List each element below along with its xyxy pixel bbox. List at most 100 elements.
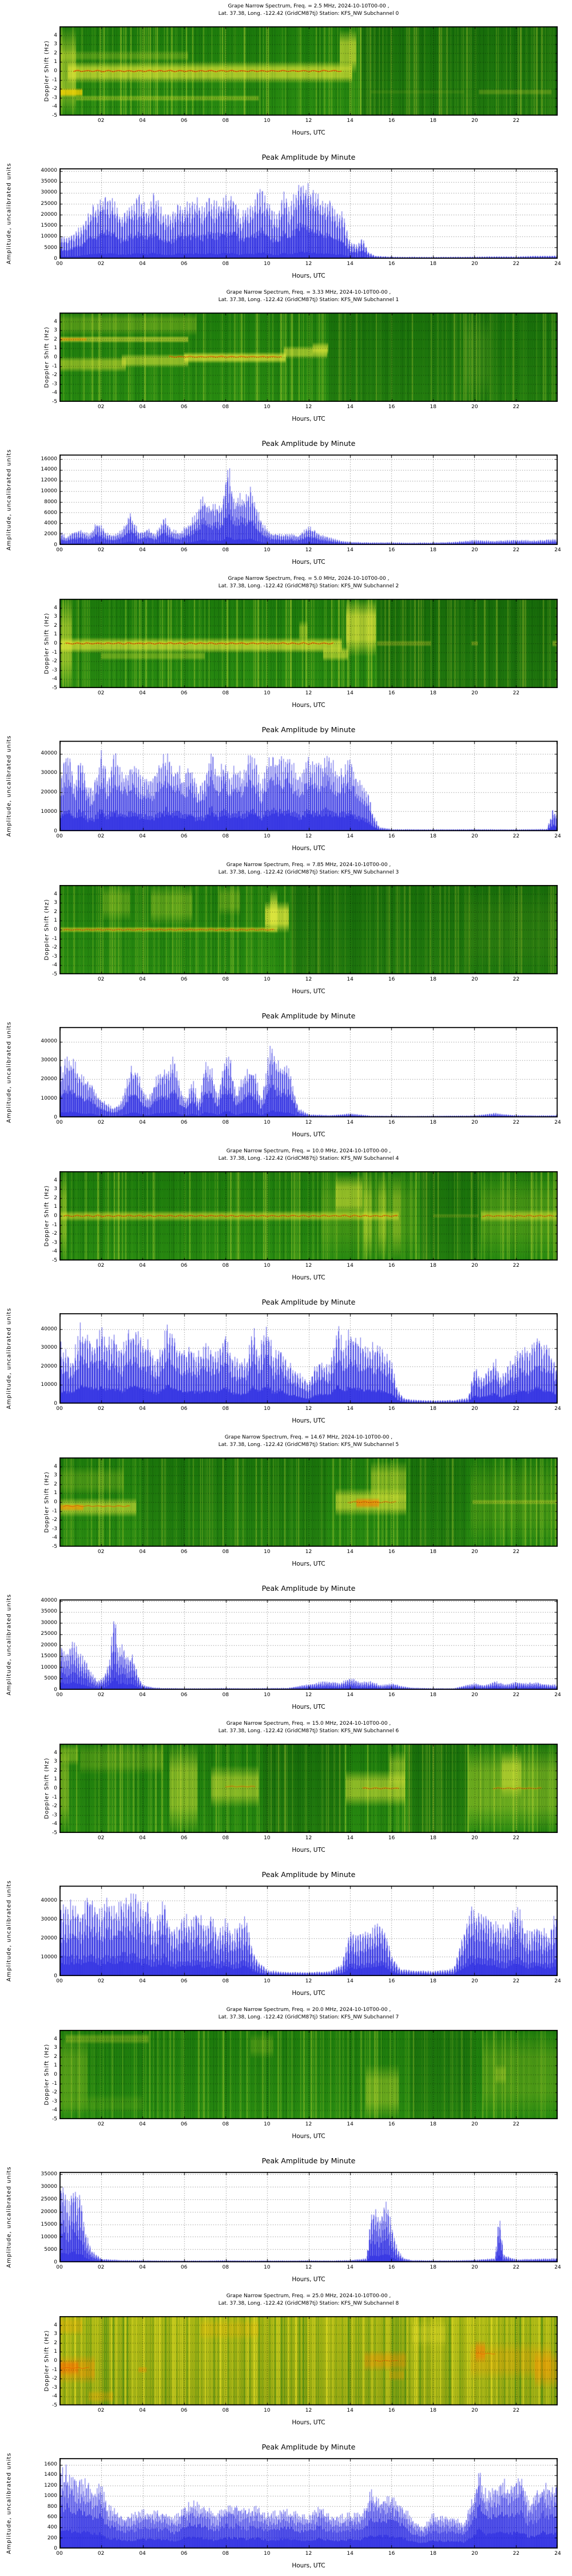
bar-xtick-label: 12 <box>305 261 312 267</box>
bar-xtick-label: 24 <box>554 833 561 839</box>
bar-xtick-label: 06 <box>181 2265 188 2270</box>
bar-xtick-label: 24 <box>554 261 561 267</box>
spectrogram-ytick-label: 0 <box>54 927 57 933</box>
spectrogram-ytick-label: -5 <box>52 971 57 977</box>
spectrogram-xtick-label: 20 <box>471 1263 478 1269</box>
spectrogram-xtick-label: 04 <box>139 977 146 982</box>
spectrogram-ytick-label: 2 <box>54 1767 57 1773</box>
spectrogram-ytick-label: 1 <box>54 2063 57 2069</box>
bar-xtick-label: 02 <box>97 1978 105 1984</box>
spectrogram-ytick-label: -4 <box>52 2107 57 2113</box>
bar-xtick-label: 04 <box>139 547 146 553</box>
bar-ytick-label: 10000 <box>41 1095 57 1101</box>
spectrogram-ytick-label: -1 <box>52 2080 57 2087</box>
spectrogram-title-line2: Lat. 37.38, Long. -122.42 (GridCM87tj) S… <box>218 1442 399 1448</box>
bar-xtick-label: 14 <box>347 1978 353 1984</box>
bar-xtick-label: 22 <box>513 547 520 553</box>
spectrogram-canvas <box>59 2316 558 2405</box>
spectrogram-title-line2: Lat. 37.38, Long. -122.42 (GridCM87tj) S… <box>218 583 399 589</box>
spectrogram-xtick-label: 06 <box>181 2121 188 2127</box>
bar-xtick-label: 18 <box>430 1692 436 1698</box>
spectrogram-xtick-label: 10 <box>264 977 271 982</box>
spectrogram-xtick-label: 06 <box>181 118 188 124</box>
bar-xtick-label: 04 <box>139 833 146 839</box>
channel-pair-block: Grape Narrow Spectrum, Freq. = 3.33 MHz,… <box>0 286 572 572</box>
spectrogram-xtick-label: 10 <box>264 690 271 696</box>
spectrogram-xtick-label: 16 <box>388 404 395 410</box>
bar-ytick-label: 20000 <box>41 1076 57 1082</box>
bar-xtick-label: 02 <box>97 2265 105 2270</box>
channel-pair-block: Grape Narrow Spectrum, Freq. = 20.0 MHz,… <box>0 2004 572 2290</box>
spectrogram-ytick-label: 4 <box>54 32 57 38</box>
spectrogram-xtick-label: 14 <box>347 2121 353 2127</box>
bar-ytick-label: 20000 <box>41 1642 57 1648</box>
channel-pair-block: Grape Narrow Spectrum, Freq. = 14.67 MHz… <box>0 1431 572 1717</box>
bar-ytick-label: 30000 <box>41 189 57 196</box>
bar-ytick-label: 0 <box>54 828 57 834</box>
spectrogram-ytick-label: -2 <box>52 945 57 951</box>
bar-ytick-label: 30000 <box>41 1345 57 1351</box>
spectrogram-ytick-label: 2 <box>54 50 57 56</box>
bar-xtick-label: 16 <box>388 1406 395 1412</box>
spectrogram-ytick-label: -2 <box>52 1803 57 1809</box>
bar-xtick-label: 04 <box>139 2265 146 2270</box>
bar-xtick-label: 10 <box>264 1978 271 1984</box>
spectrogram-xtick-label: 02 <box>97 690 105 696</box>
peak-amplitude-canvas <box>59 168 558 259</box>
spectrogram-ytick-label: 2 <box>54 622 57 629</box>
spectrogram-ytick-label: 3 <box>54 41 57 48</box>
bar-chart-title: Peak Amplitude by Minute <box>261 1298 356 1306</box>
spectrogram-ytick-label: -2 <box>52 372 57 378</box>
spectrogram-ytick-label: -2 <box>52 658 57 665</box>
bar-chart-title: Peak Amplitude by Minute <box>261 1870 356 1879</box>
spectrogram-ytick-label: 0 <box>54 1785 57 1791</box>
spectrogram-xtick-label: 14 <box>347 1835 353 1841</box>
bar-ytick-label: 20000 <box>41 2208 57 2215</box>
peak-amplitude-canvas <box>59 2172 558 2262</box>
bar-ytick-label: 1000 <box>44 2493 57 2499</box>
spectrogram-ytick-label: 0 <box>54 68 57 74</box>
bar-xtick-label: 08 <box>222 2551 229 2557</box>
bar-xtick-label: 08 <box>222 1692 229 1698</box>
spectrogram-xtick-label: 04 <box>139 1835 146 1841</box>
spectrogram-ytick-label: -1 <box>52 649 57 655</box>
bar-ytick-label: 0 <box>54 1973 57 1979</box>
spectrogram-ytick-label: -3 <box>52 2098 57 2104</box>
bar-ytick-label: 20000 <box>41 1363 57 1369</box>
spectrogram-xtick-label: 02 <box>97 1549 105 1555</box>
bar-xtick-label: 00 <box>56 1978 63 1984</box>
spectrogram-ytick-label: 0 <box>54 1499 57 1505</box>
spectrogram-xtick-label: 02 <box>97 2121 105 2127</box>
spectrogram-ytick-label: 4 <box>54 2036 57 2042</box>
bar-xtick-label: 14 <box>347 547 353 553</box>
spectrogram-xtick-label: 20 <box>471 690 478 696</box>
bar-ytick-label: 2000 <box>44 531 57 538</box>
spectrogram-xtick-label: 20 <box>471 2408 478 2413</box>
bar-ytick-label: 1200 <box>44 2482 57 2488</box>
spectrogram-title-line1: Grape Narrow Spectrum, Freq. = 15.0 MHz,… <box>226 1721 391 1726</box>
bar-ytick-label: 8000 <box>44 499 57 505</box>
bar-xtick-label: 22 <box>513 2551 520 2557</box>
bar-chart-title: Peak Amplitude by Minute <box>261 1584 356 1593</box>
spectrogram-ytick-label: 0 <box>54 641 57 646</box>
spectrogram-xtick-label: 02 <box>97 977 105 982</box>
bar-chart-title: Peak Amplitude by Minute <box>261 439 356 448</box>
spectrogram-xtick-label: 16 <box>388 2121 395 2127</box>
spectrogram-xtick-label: 20 <box>471 118 478 124</box>
spectrogram-xtick-label: 14 <box>347 1549 353 1555</box>
bar-xtick-label: 18 <box>430 1120 436 1125</box>
bar-xtick-label: 20 <box>471 2265 478 2270</box>
spectrogram-ytick-label: -1 <box>52 363 57 369</box>
spectrogram-xtick-label: 22 <box>513 118 520 124</box>
bar-ytick-label: 20000 <box>41 1935 57 1941</box>
spectrogram-xtick-label: 02 <box>97 1263 105 1269</box>
spectrogram-canvas <box>59 2030 558 2119</box>
spectrogram-xtick-label: 20 <box>471 1835 478 1841</box>
spectrogram-xtick-label: 18 <box>430 1835 436 1841</box>
bar-xtick-label: 00 <box>56 1692 63 1698</box>
bar-xtick-label: 00 <box>56 261 63 267</box>
spectrogram-xtick-label: 06 <box>181 1549 188 1555</box>
peak-amplitude-canvas <box>59 1886 558 1976</box>
bar-xtick-label: 18 <box>430 1406 436 1412</box>
spectrogram-xtick-label: 04 <box>139 404 146 410</box>
